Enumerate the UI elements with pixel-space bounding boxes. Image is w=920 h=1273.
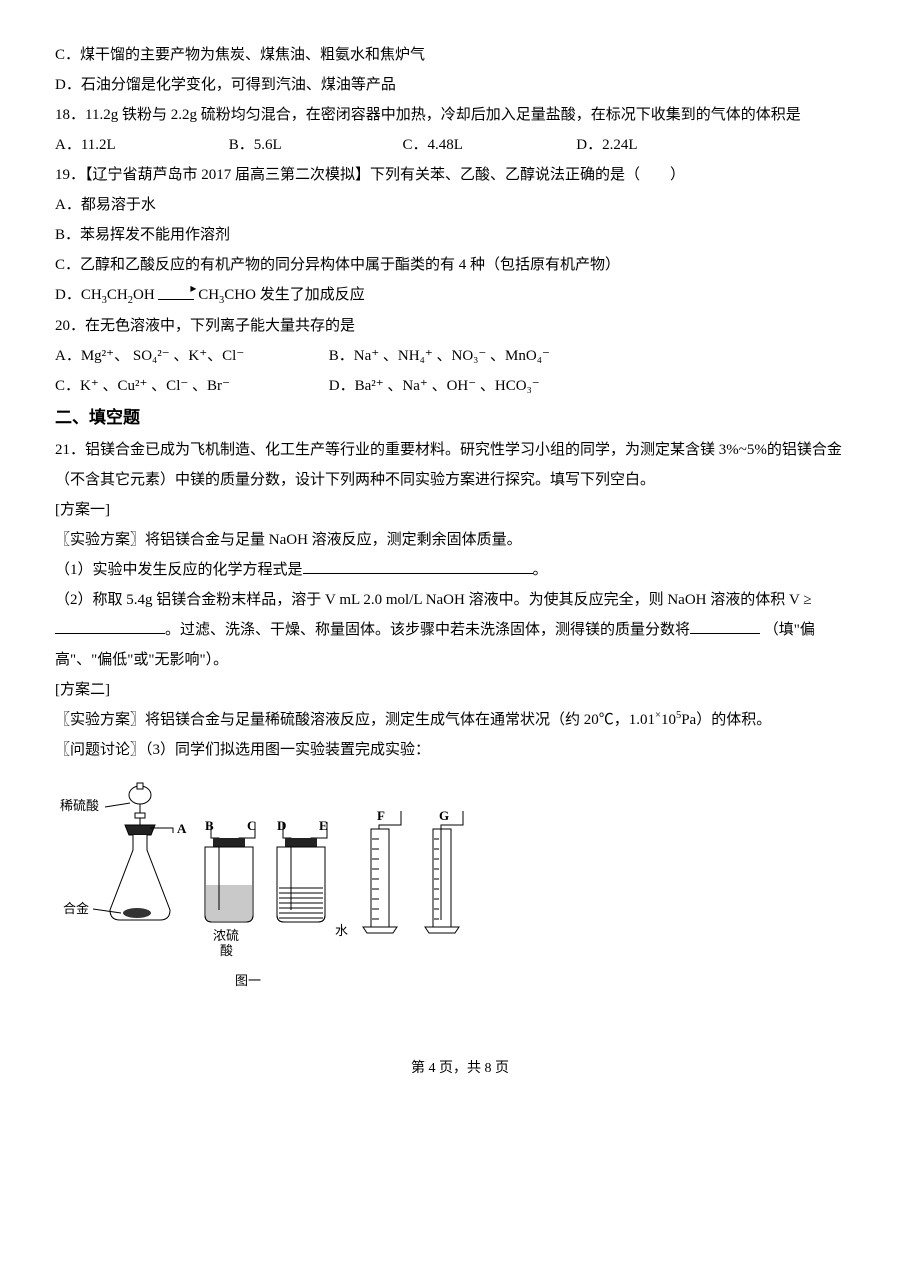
page-footer: 第 4 页，共 8 页 — [55, 1005, 865, 1083]
q19-opt-b: B．苯易挥发不能用作溶剂 — [55, 220, 865, 250]
q21-plan1: [方案一] — [55, 495, 865, 525]
label-d: D — [277, 818, 286, 833]
apparatus-bc-icon: B C — [205, 818, 256, 922]
q17-opt-d: D．石油分馏是化学变化，可得到汽油、煤油等产品 — [55, 70, 865, 100]
label-water: 水 — [335, 923, 348, 938]
label-a: A — [177, 821, 187, 836]
label-conc-sulfuric-2: 酸 — [220, 943, 233, 958]
q18-options: A．11.2L B．5.6L C．4.48L D．2.24L — [55, 130, 865, 160]
q20-opt-a: A．Mg²⁺、 SO₄²⁻ 、K⁺、Cl⁻ — [55, 341, 325, 371]
q20-opt-b: B．Na⁺ 、NH₄⁺ 、NO₃⁻ 、MnO₄⁻ — [329, 348, 550, 364]
q19-d-mid1: CH — [107, 287, 128, 303]
q21-expplan2c: Pa）的体积。 — [681, 712, 771, 728]
q21-p1-tail: 。 — [533, 562, 548, 578]
q19-d-mid2: OH — [133, 287, 155, 303]
section-2-title: 二、填空题 — [55, 401, 865, 435]
q19-opt-d: D．CH3CH2OH ▸ CH3CHO 发生了加成反应 — [55, 280, 865, 311]
apparatus-diagram: text { font-family: SimSun, serif; font-… — [55, 775, 485, 995]
q18-opt-a: A．11.2L — [55, 130, 225, 160]
q19-opt-a: A．都易溶于水 — [55, 190, 865, 220]
apparatus-a-icon — [110, 783, 173, 920]
q18-stem: 18．11.2g 铁粉与 2.2g 硫粉均匀混合，在密闭容器中加热，冷却后加入足… — [55, 100, 865, 130]
q20-opt-c: C．K⁺ 、Cu²⁺ 、Cl⁻ 、Br⁻ — [55, 371, 325, 401]
q19-d-post2: CHO 发生了加成反应 — [224, 287, 364, 303]
q21-p1-text: （1）实验中发生反应的化学方程式是 — [55, 562, 303, 578]
q18-opt-c: C．4.48L — [403, 130, 573, 160]
arrow-head-icon: ▸ — [190, 276, 196, 300]
q19-stem: 19．【辽宁省葫芦岛市 2017 届高三第二次模拟】下列有关苯、乙酸、乙醇说法正… — [55, 160, 865, 190]
q21-p1: （1）实验中发生反应的化学方程式是 。 — [55, 555, 865, 585]
q21-plan2: [方案二] — [55, 675, 865, 705]
label-f: F — [377, 808, 385, 823]
blank-field — [55, 619, 165, 634]
blank-field — [303, 559, 533, 574]
label-g: G — [439, 808, 449, 823]
q19-d-post1: CH — [198, 287, 219, 303]
q20-stem: 20．在无色溶液中，下列离子能大量共存的是 — [55, 311, 865, 341]
q21-expplan1: 〖实验方案〗将铝镁合金与足量 NaOH 溶液反应，测定剩余固体质量。 — [55, 525, 865, 555]
q20-row2: C．K⁺ 、Cu²⁺ 、Cl⁻ 、Br⁻ D．Ba²⁺ 、Na⁺ 、OH⁻ 、H… — [55, 371, 865, 401]
q21-expplan2: 〖实验方案〗将铝镁合金与足量稀硫酸溶液反应，测定生成气体在通常状况（约 20℃，… — [55, 705, 865, 735]
q21-p2b: 。过滤、洗涤、干燥、称量固体。该步骤中若未洗涤固体，测得镁的质量分数将 — [165, 622, 690, 638]
q18-opt-d: D．2.24L — [576, 130, 746, 160]
q21-figure: text { font-family: SimSun, serif; font-… — [55, 775, 865, 995]
q20-row1: A．Mg²⁺、 SO₄²⁻ 、K⁺、Cl⁻ B．Na⁺ 、NH₄⁺ 、NO₃⁻ … — [55, 341, 865, 371]
q21-expplan2a: 〖实验方案〗将铝镁合金与足量稀硫酸溶液反应，测定生成气体在通常状况（约 20℃，… — [55, 712, 655, 728]
q21-discuss: 〖问题讨论〗（3）同学们拟选用图一实验装置完成实验： — [55, 735, 865, 765]
q19-d-pre: D．CH — [55, 287, 102, 303]
label-dilute-sulfuric: 稀硫酸 — [60, 798, 99, 813]
q21-p2: （2）称取 5.4g 铝镁合金粉末样品，溶于 V mL 2.0 mol/L Na… — [55, 585, 865, 675]
label-conc-sulfuric-1: 浓硫 — [213, 928, 239, 943]
q17-opt-c: C．煤干馏的主要产物为焦炭、煤焦油、粗氨水和焦炉气 — [55, 40, 865, 70]
q19-opt-c: C．乙醇和乙酸反应的有机产物的同分异构体中属于酯类的有 4 种（包括原有机产物） — [55, 250, 865, 280]
q18-opt-b: B．5.6L — [229, 130, 399, 160]
apparatus-f-icon: F — [363, 808, 401, 933]
q20-opt-d: D．Ba²⁺ 、Na⁺ 、OH⁻ 、HCO₃⁻ — [329, 378, 540, 394]
apparatus-g-icon: G — [425, 808, 463, 933]
figure-caption: 图一 — [235, 973, 261, 988]
q21-stem: 21．铝镁合金已成为飞机制造、化工生产等行业的重要材料。研究性学习小组的同学，为… — [55, 435, 865, 495]
label-b: B — [205, 818, 214, 833]
q21-expplan2b: 10 — [661, 712, 676, 728]
label-alloy: 合金 — [63, 901, 89, 916]
q21-p2a: （2）称取 5.4g 铝镁合金粉末样品，溶于 V mL 2.0 mol/L Na… — [55, 592, 812, 608]
label-e: E — [319, 818, 328, 833]
blank-field — [690, 619, 760, 634]
apparatus-de-icon: D E — [277, 818, 328, 922]
